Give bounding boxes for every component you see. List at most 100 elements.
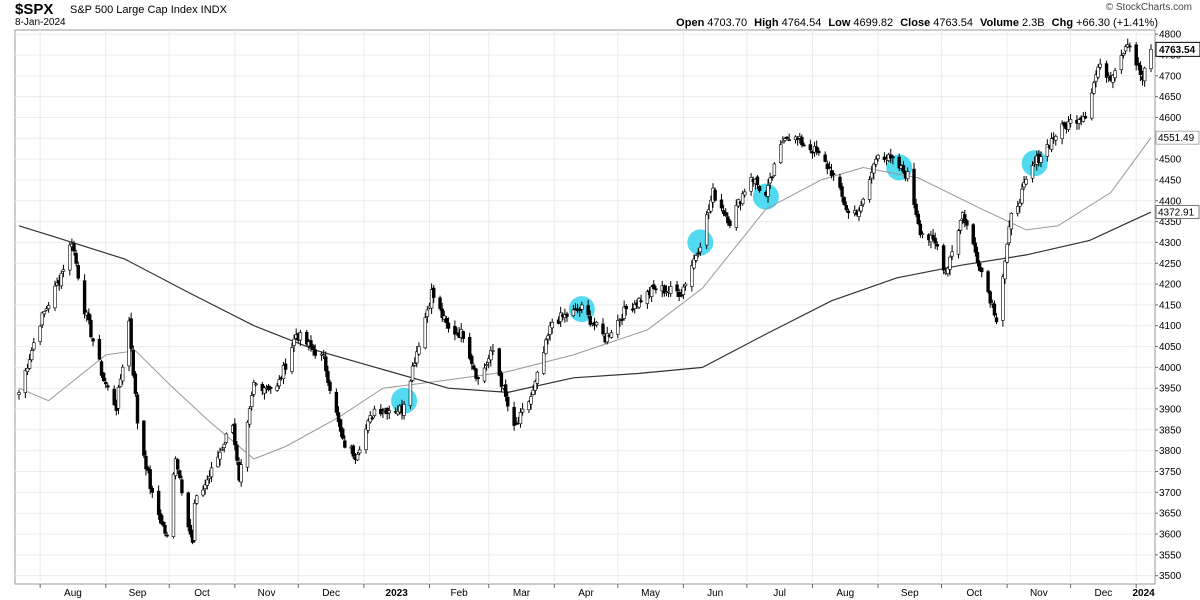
candle	[472, 363, 476, 371]
candle	[958, 219, 963, 235]
y-tick-label: 3700	[1159, 488, 1182, 499]
change-label: Chg	[1051, 17, 1074, 29]
candle	[768, 172, 772, 190]
candle	[781, 136, 785, 144]
candle	[23, 368, 28, 399]
candle-body	[444, 317, 449, 324]
candle	[423, 312, 427, 350]
candle-body	[1009, 213, 1014, 230]
candle-body	[726, 216, 730, 224]
candle-body	[891, 156, 895, 159]
candle-body	[269, 387, 273, 389]
x-tick-label: Jul	[773, 588, 786, 599]
candle-body	[645, 291, 650, 304]
candle-body	[195, 495, 199, 504]
candle-body	[734, 205, 738, 228]
candle	[622, 300, 626, 321]
candle-body	[1060, 123, 1064, 139]
high-label: High	[754, 17, 779, 29]
candle-body	[1119, 55, 1124, 71]
candle	[677, 288, 681, 302]
candle-body	[72, 243, 76, 252]
candle-body	[446, 322, 451, 329]
candle	[870, 165, 874, 184]
candle-body	[1083, 115, 1088, 119]
candle	[565, 311, 569, 322]
volume-value: 2.3B	[1021, 17, 1045, 29]
candle	[467, 332, 472, 361]
candle-body	[402, 404, 406, 416]
candle	[192, 499, 197, 543]
candle-body	[252, 382, 256, 395]
y-axis: 3500 3550 3600 3650 3700 3750 3800 3850 3900 3950…	[1155, 30, 1182, 582]
candle-body	[178, 470, 182, 479]
candle	[326, 365, 330, 387]
candle-body	[1007, 226, 1011, 244]
candle	[17, 389, 21, 400]
candle-body	[366, 420, 370, 431]
candle	[412, 357, 417, 367]
candle	[975, 246, 980, 267]
candle-body	[990, 302, 995, 305]
candle-body	[106, 385, 110, 388]
candle	[973, 237, 978, 257]
x-tick-label: Oct	[967, 588, 983, 599]
candle	[609, 330, 614, 339]
candle	[1136, 57, 1141, 71]
candle	[616, 314, 620, 339]
candle-body	[637, 298, 641, 308]
candle	[188, 518, 193, 538]
candle	[846, 208, 851, 219]
candle-body	[743, 191, 747, 196]
candle-body	[827, 166, 832, 169]
candle	[250, 391, 254, 411]
candle-body	[32, 342, 36, 350]
candle	[484, 361, 489, 371]
candle	[44, 305, 49, 312]
candle-body	[180, 479, 184, 494]
candle-body	[770, 176, 774, 179]
candle-body	[933, 237, 937, 244]
candle	[366, 418, 370, 434]
candle	[112, 385, 116, 406]
candle	[446, 317, 451, 333]
candle	[1090, 88, 1094, 121]
candle	[698, 242, 703, 257]
candle	[817, 147, 821, 156]
candle-body	[681, 286, 686, 295]
candle	[749, 173, 753, 196]
high-value: 4764.54	[781, 17, 822, 29]
candle	[980, 267, 984, 278]
candle	[321, 349, 326, 359]
candle-body	[779, 144, 783, 163]
candle	[692, 254, 696, 270]
candle	[178, 469, 182, 480]
candle	[713, 187, 717, 202]
candle	[216, 450, 220, 468]
candle	[1134, 42, 1138, 71]
x-tick-label: 2024	[1132, 588, 1155, 599]
candle-body	[861, 198, 865, 205]
candle	[620, 314, 624, 326]
candle-body	[622, 306, 626, 319]
candle-body	[586, 305, 590, 315]
candle-body	[23, 370, 28, 393]
candle-body	[313, 349, 317, 356]
candle	[220, 446, 224, 451]
candle-body	[518, 412, 523, 425]
candle-body	[150, 488, 155, 493]
candle	[38, 324, 42, 346]
x-tick-label: Dec	[322, 588, 340, 599]
candle	[487, 354, 491, 369]
candle-body	[112, 388, 116, 406]
candle	[785, 136, 789, 140]
x-tick-label: Mar	[513, 588, 531, 599]
candle	[1007, 220, 1011, 246]
candle	[76, 261, 80, 281]
candle-body	[565, 313, 569, 317]
candle	[116, 384, 121, 415]
candle-body	[872, 163, 876, 174]
candle-body	[220, 448, 224, 451]
candle-body	[1113, 70, 1117, 78]
candle-body	[76, 265, 80, 279]
